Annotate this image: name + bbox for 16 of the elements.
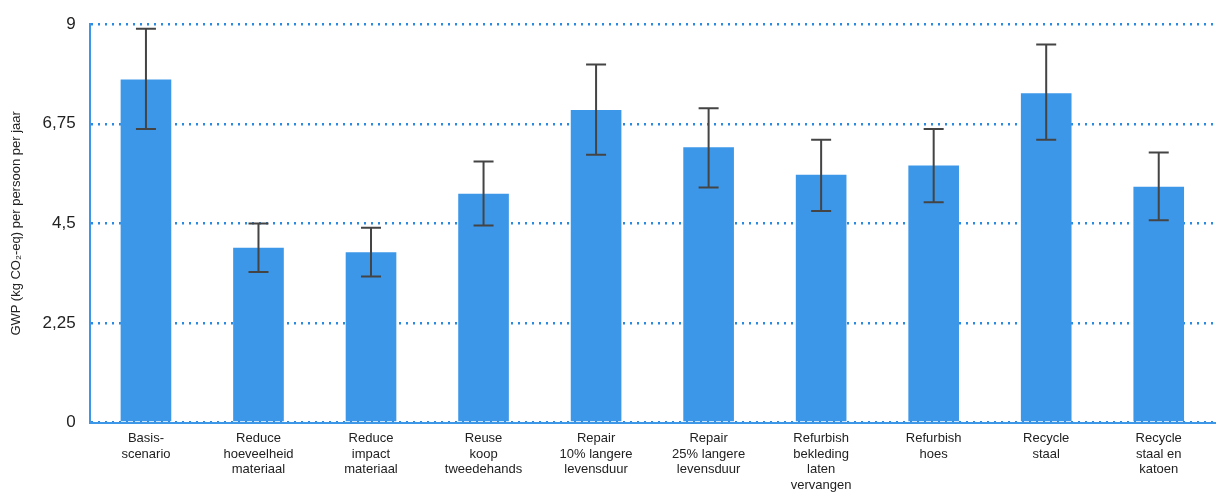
x-tick-label: Recycle staal en katoen: [1135, 429, 1182, 477]
y-tick-label: 4,5: [52, 213, 76, 233]
x-tick-label: Repair 25% langere levensduur: [672, 429, 746, 477]
y-tick-label: 9: [66, 13, 76, 33]
x-tick-label: Recycle staal: [1023, 429, 1070, 461]
y-tick-label: 2,25: [42, 312, 76, 332]
x-tick-label: Refurbish bekleding laten vervangen: [790, 429, 852, 492]
y-tick-label: 0: [66, 412, 76, 432]
x-tick-label: Basis- scenario: [121, 429, 171, 461]
x-tick-label: Reduce impact materiaal: [344, 429, 398, 477]
y-tick-label: 6,75: [42, 113, 76, 133]
x-tick-label: Reuse koop tweedehands: [444, 429, 523, 477]
x-tick-label: Repair 10% langere levensduur: [559, 429, 633, 477]
y-axis-title: GWP (kg CO₂-eq) per persoon per jaar: [8, 110, 24, 336]
x-tick-label: Refurbish hoes: [905, 429, 962, 461]
x-tick-label: Reduce hoeveelheid materiaal: [223, 429, 294, 477]
